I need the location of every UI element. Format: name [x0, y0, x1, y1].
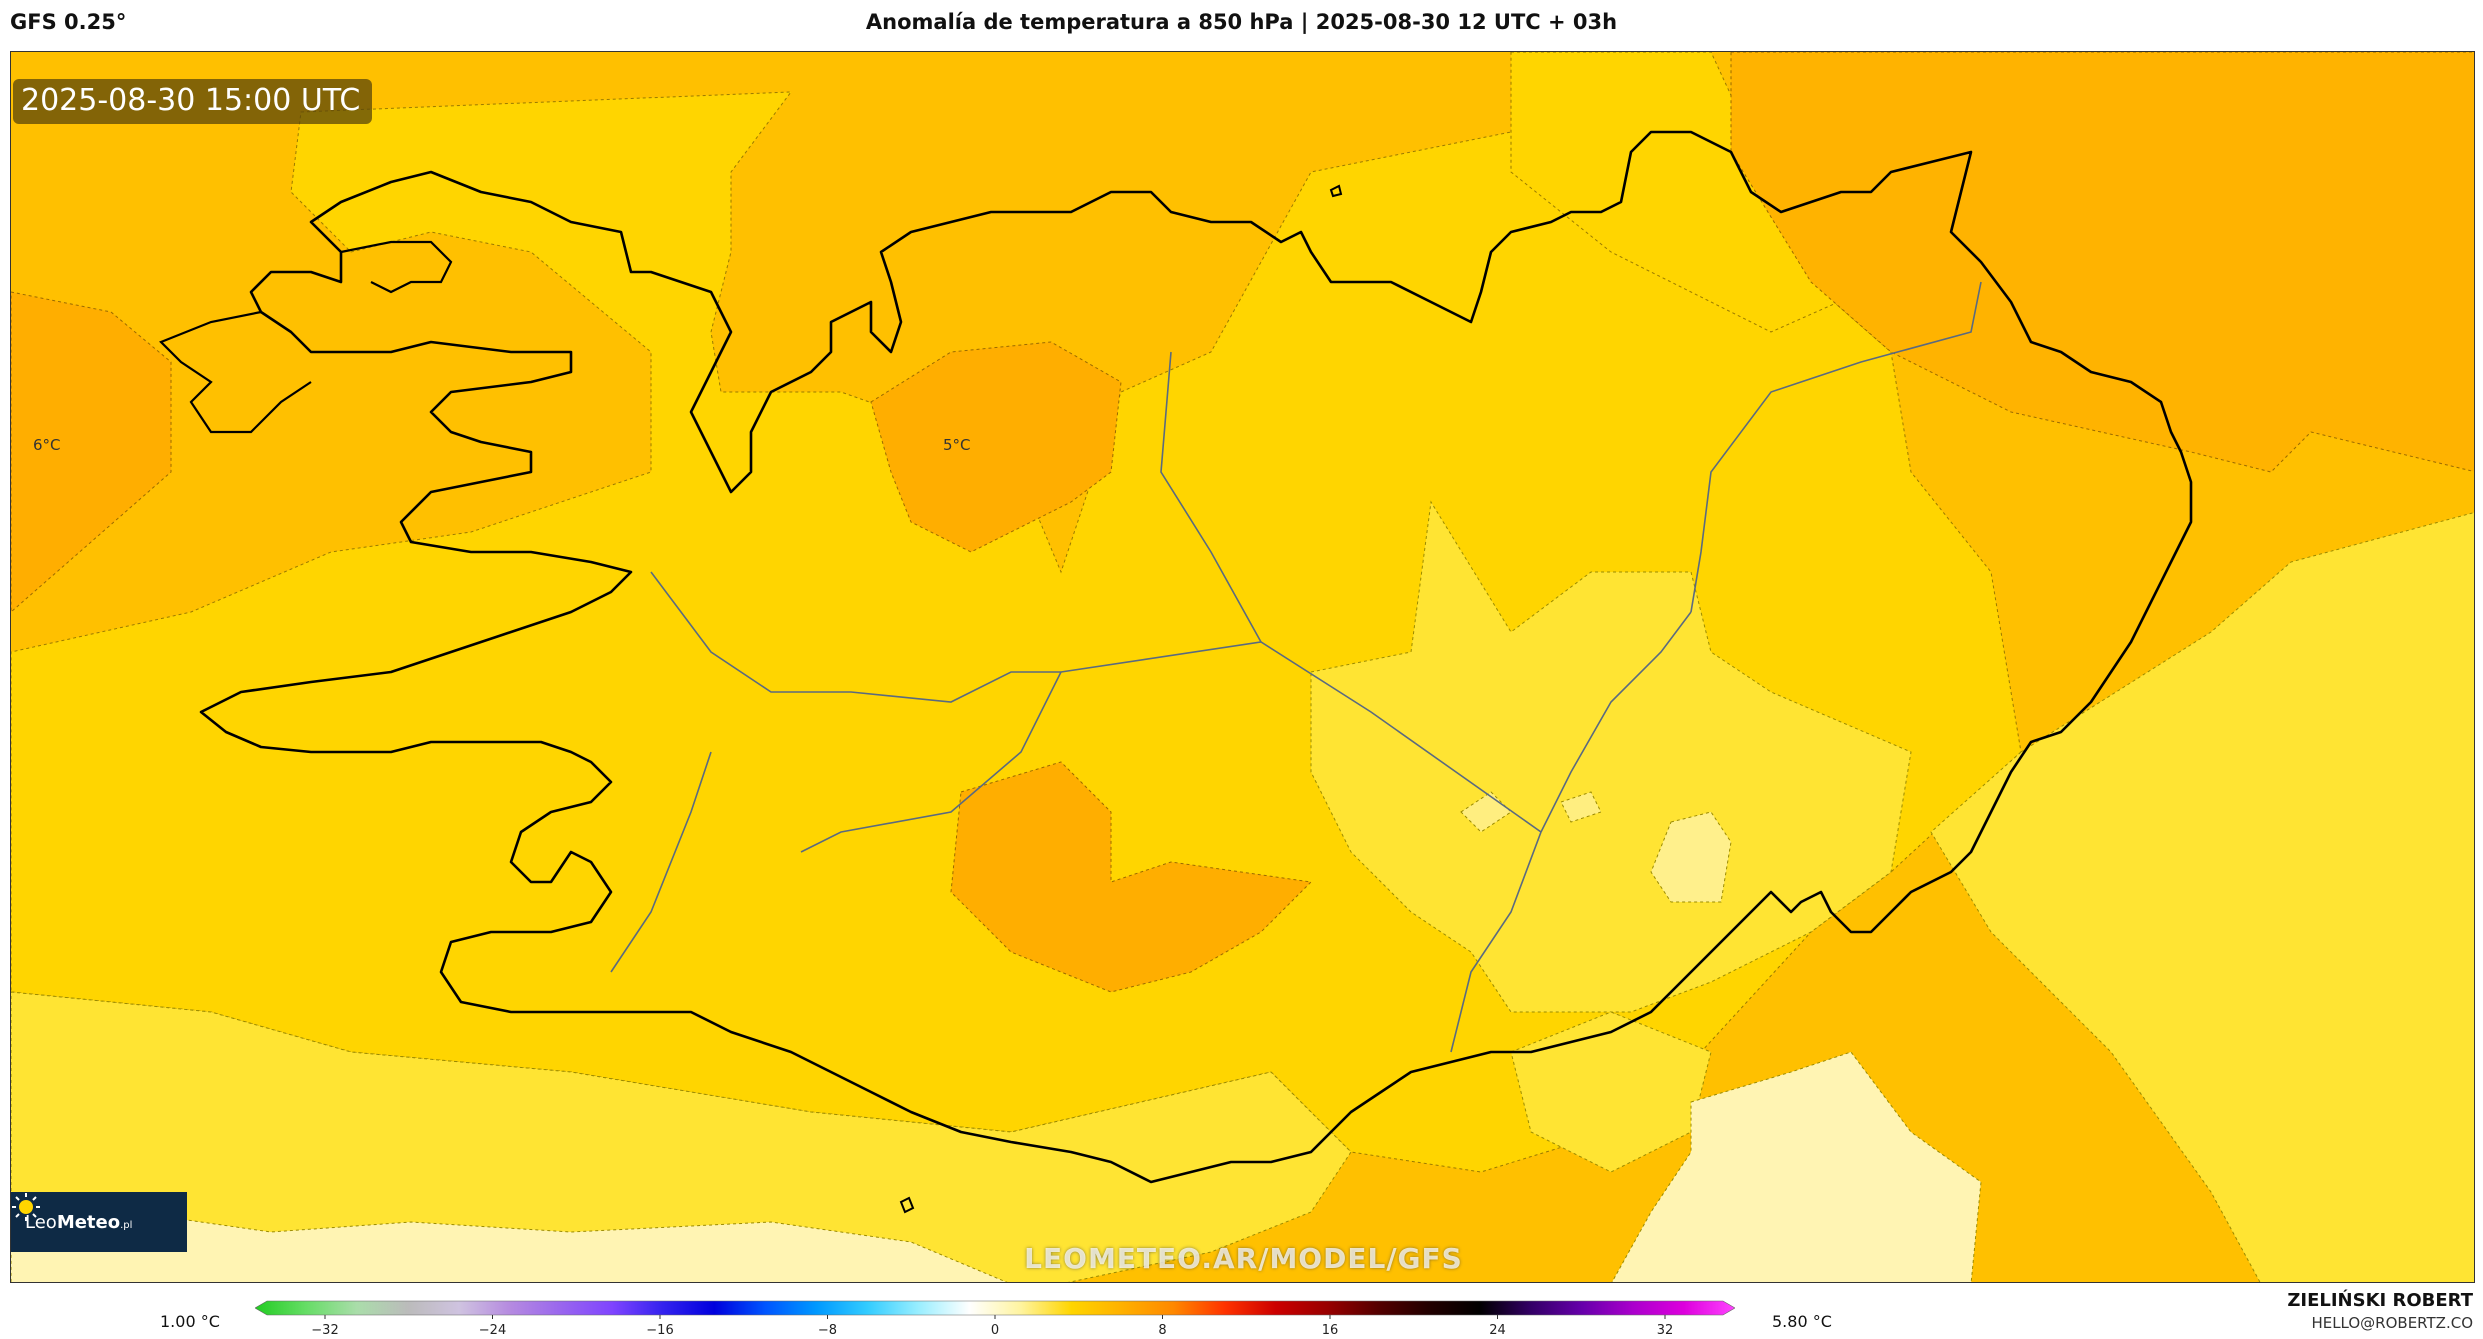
color-scale-legend: −32 −24 −16 −8 0 8 16 24 32 [255, 1300, 1735, 1338]
author-email[interactable]: HELLO@ROBERTZ.CO [2311, 1314, 2473, 1332]
legend-tick-label: 8 [1158, 1323, 1166, 1338]
leometeo-logo[interactable]: LeoMeteo.pl [11, 1192, 187, 1252]
anomaly-band-6c [870, 341, 1122, 553]
legend-tick-label: −8 [818, 1323, 837, 1338]
anomaly-band-2c [1650, 811, 1732, 903]
anomaly-band-3c [1930, 512, 2474, 1282]
anomaly-band-3c [1310, 500, 1912, 1013]
author-name: ZIELIŃSKI ROBERT [2287, 1290, 2473, 1311]
anomaly-band-3c [11, 991, 1352, 1282]
legend-tick-label: −24 [479, 1323, 506, 1338]
legend-tick-label: −16 [646, 1323, 673, 1338]
anomaly-band-6c [1730, 52, 2474, 473]
anomaly-band-6c [950, 761, 1313, 993]
legend-max-label: 5.80 °C [1772, 1312, 1832, 1331]
anomaly-band-2c [1560, 791, 1602, 823]
region-borders [610, 281, 1982, 1053]
island-islet [899, 1196, 915, 1214]
legend-gradient-bar [255, 1300, 1735, 1316]
map-title: Anomalía de temperatura a 850 hPa | 2025… [865, 10, 1618, 34]
legend-tick-label: 0 [991, 1323, 999, 1338]
anomaly-band-2c [1611, 1051, 1982, 1282]
legend-min-label: 1.00 °C [160, 1312, 220, 1331]
map-panel[interactable]: 2025-08-30 15:00 UTC 6°C 5°C LeoMeteo.pl… [10, 51, 2475, 1283]
iceland-coastline [199, 130, 2193, 1184]
legend-tick-label: −32 [311, 1323, 338, 1338]
island-westfjords-detail [159, 240, 453, 434]
valid-time-badge: 2025-08-30 15:00 UTC [13, 79, 373, 124]
anomaly-band-6c [11, 291, 172, 613]
legend-tick-label: 16 [1322, 1323, 1339, 1338]
model-label: GFS 0.25° [10, 10, 127, 34]
contour-label-5c: 5°C [943, 436, 971, 454]
source-watermark[interactable]: LEOMETEO.AR/MODEL/GFS [1024, 1242, 1463, 1275]
temperature-anomaly-map[interactable] [11, 52, 2475, 1283]
anomaly-band-3c [1510, 1011, 1712, 1173]
sun-icon [12, 1193, 40, 1221]
logo-text: LeoMeteo.pl [25, 1211, 133, 1233]
anomaly-band-2c [11, 1211, 1008, 1282]
legend-tick-label: 24 [1489, 1323, 1506, 1338]
contour-label-6c: 6°C [33, 436, 61, 454]
legend-tick-label: 32 [1657, 1323, 1674, 1338]
island-islet [1329, 184, 1343, 198]
